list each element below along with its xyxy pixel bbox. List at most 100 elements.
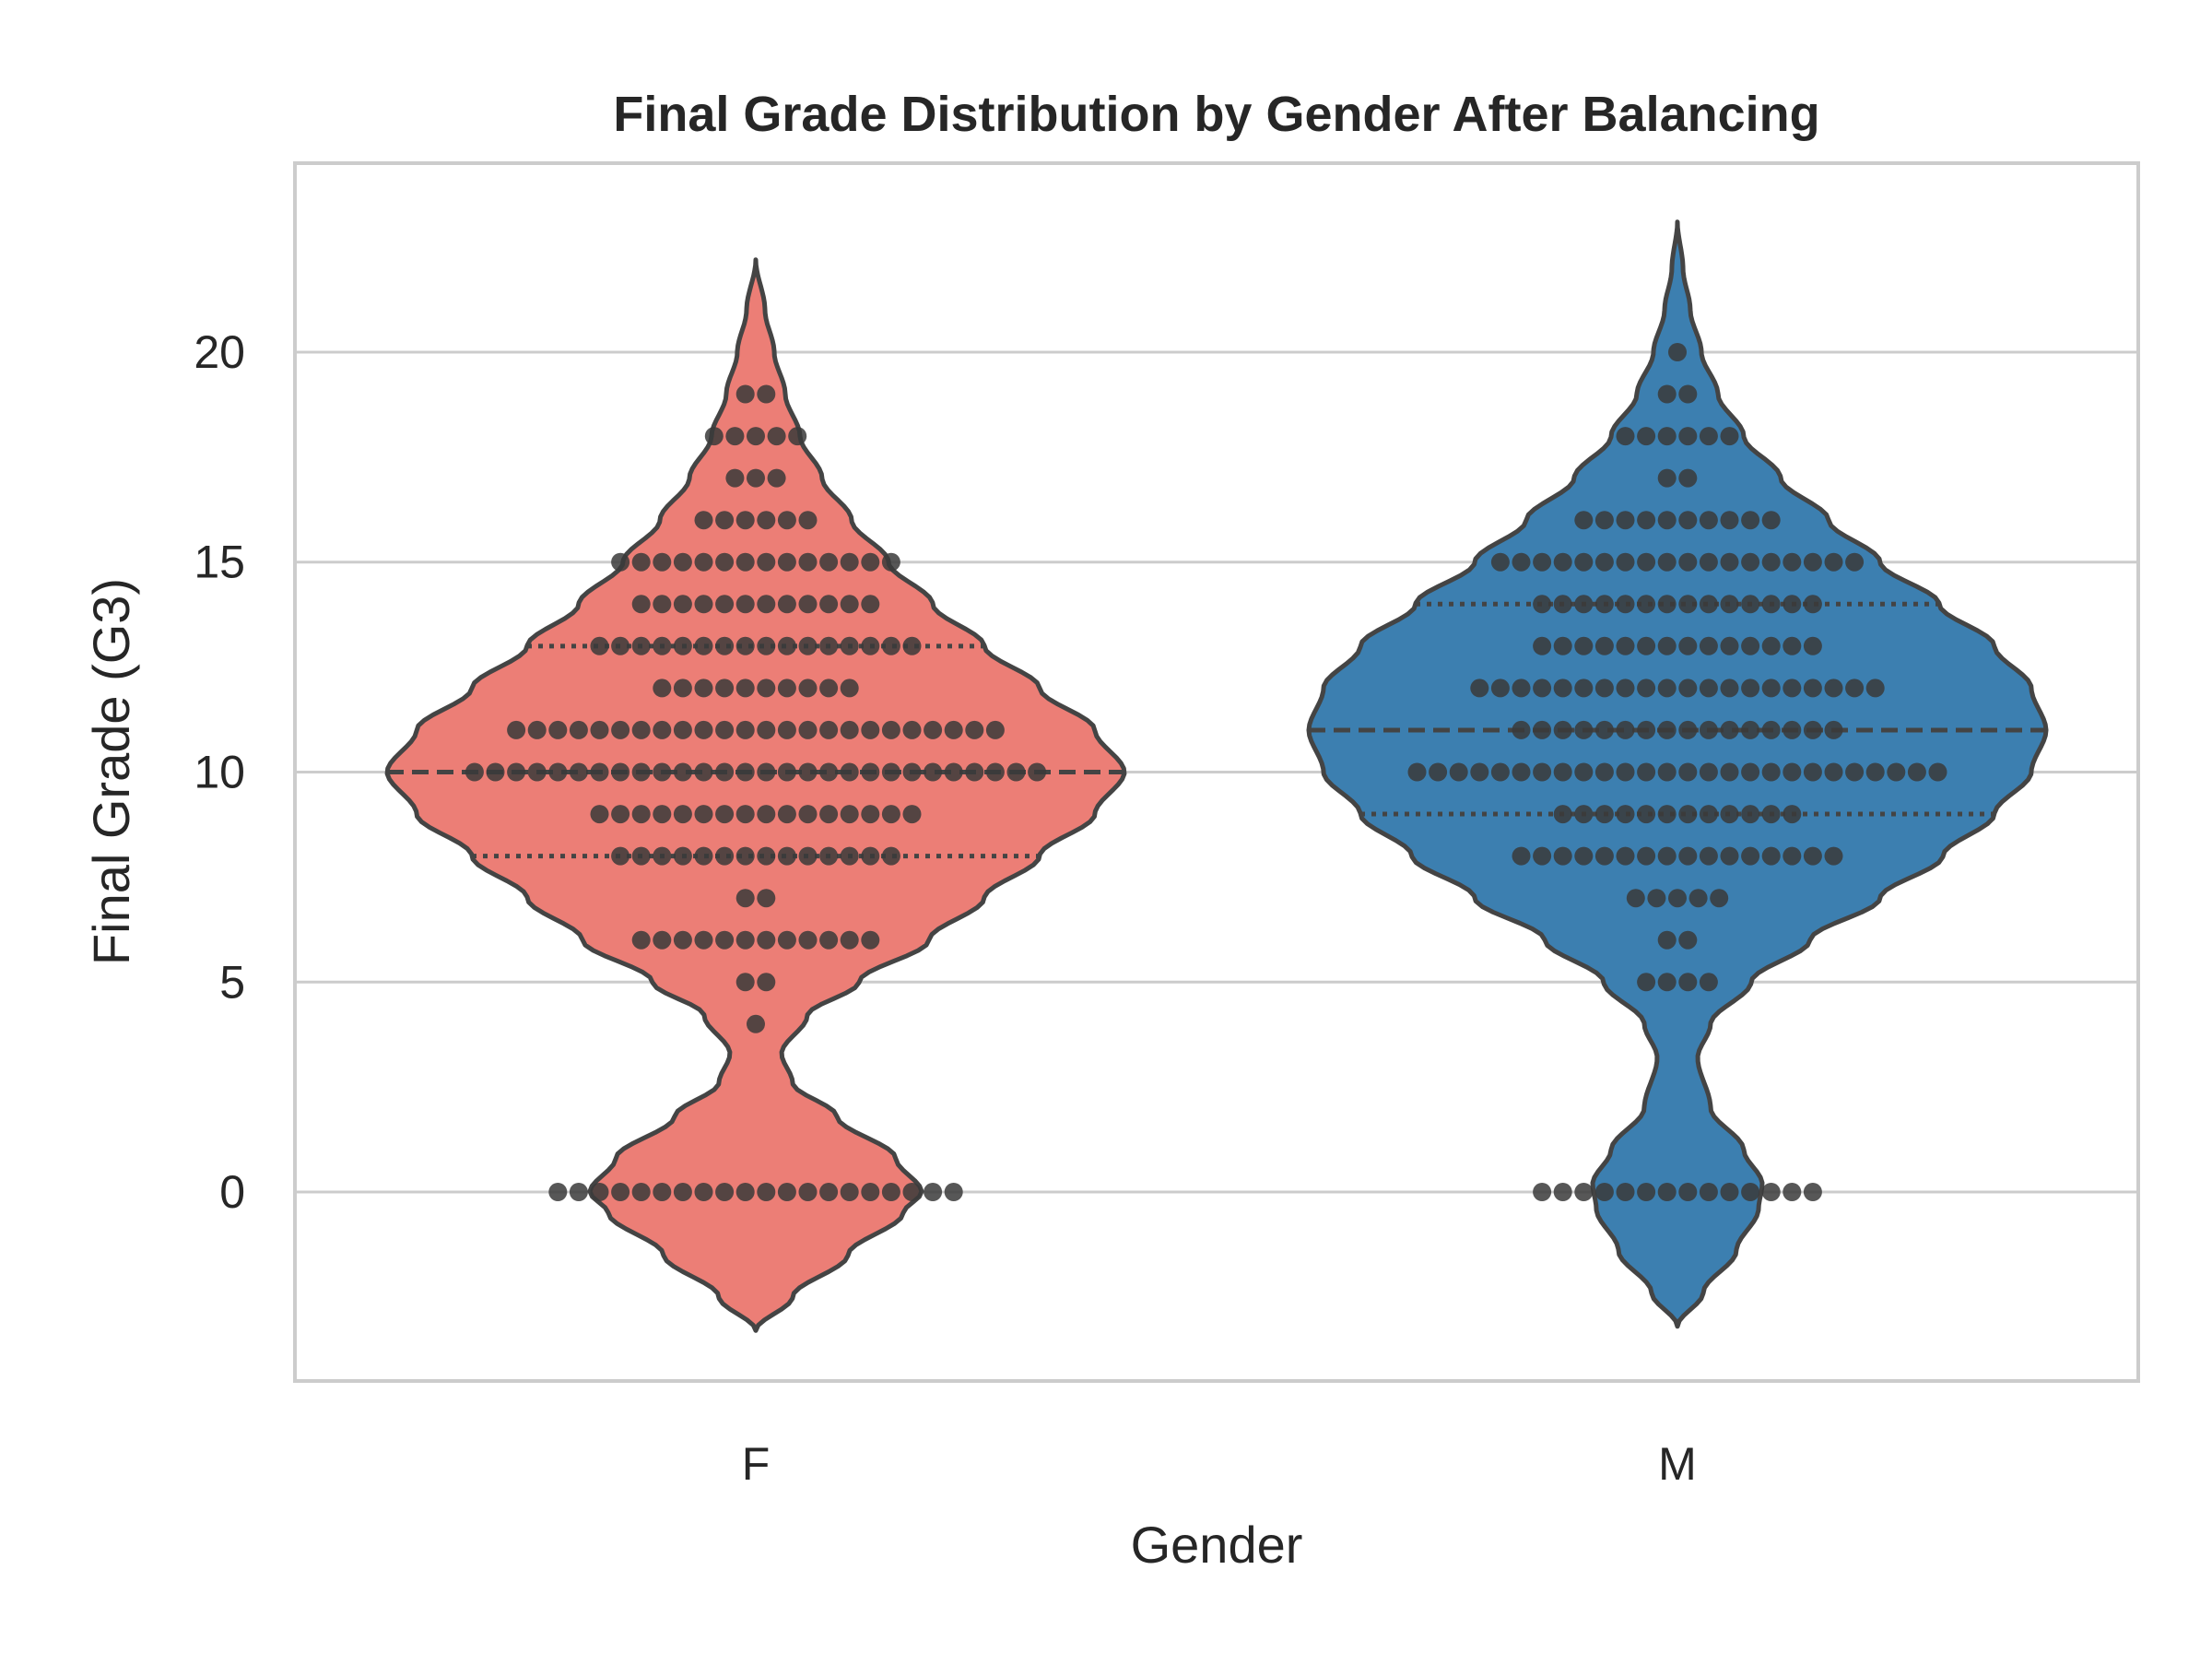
data-point-M xyxy=(1678,973,1698,992)
y-tick-label-15: 15 xyxy=(194,537,245,588)
data-point-M xyxy=(1668,343,1687,361)
data-point-F xyxy=(673,720,692,739)
data-point-F xyxy=(631,805,651,824)
data-point-M xyxy=(1637,973,1656,992)
data-point-M xyxy=(1574,552,1594,572)
data-point-F xyxy=(881,846,900,866)
data-point-M xyxy=(1783,636,1802,655)
data-point-F xyxy=(777,762,796,782)
data-point-F xyxy=(715,930,735,950)
data-point-F xyxy=(715,1183,735,1201)
data-point-M xyxy=(1720,511,1739,530)
data-point-F xyxy=(1006,762,1026,782)
data-point-F xyxy=(735,511,755,530)
data-point-M xyxy=(1616,427,1635,446)
data-point-M xyxy=(1574,636,1594,655)
data-point-M xyxy=(1616,1183,1635,1201)
data-point-F xyxy=(631,636,651,655)
data-point-F xyxy=(631,762,651,782)
data-point-M xyxy=(1741,1183,1760,1201)
data-point-M xyxy=(1637,1183,1656,1201)
data-point-F xyxy=(777,846,796,866)
data-point-M xyxy=(1637,846,1656,866)
data-point-M xyxy=(1616,805,1635,824)
data-point-F xyxy=(694,679,713,698)
data-point-F xyxy=(757,805,776,824)
data-point-M xyxy=(1720,552,1739,572)
data-point-F xyxy=(788,427,807,446)
data-point-M xyxy=(1553,846,1572,866)
data-point-F xyxy=(840,1183,859,1201)
data-point-F xyxy=(819,805,839,824)
data-point-F xyxy=(747,427,765,446)
data-point-F xyxy=(777,552,796,572)
data-point-F xyxy=(798,1183,818,1201)
data-point-F xyxy=(757,720,776,739)
data-point-F xyxy=(757,973,776,992)
data-point-F xyxy=(840,930,859,950)
data-point-F xyxy=(861,762,880,782)
data-point-F xyxy=(819,552,839,572)
data-point-F xyxy=(861,805,880,824)
data-point-F xyxy=(881,636,900,655)
data-point-F xyxy=(881,805,900,824)
y-tick-label-5: 5 xyxy=(219,956,245,1008)
data-point-F xyxy=(757,930,776,950)
data-point-F xyxy=(611,636,630,655)
data-point-M xyxy=(1761,720,1781,739)
data-point-F xyxy=(777,511,796,530)
data-point-M xyxy=(1553,679,1572,698)
data-point-M xyxy=(1512,762,1531,782)
data-point-F xyxy=(757,511,776,530)
data-point-F xyxy=(725,427,745,446)
data-point-M xyxy=(1594,805,1614,824)
data-point-M xyxy=(1678,679,1698,698)
data-point-M xyxy=(1490,679,1510,698)
data-point-F xyxy=(798,552,818,572)
data-point-F xyxy=(757,846,776,866)
data-point-M xyxy=(1783,1183,1802,1201)
data-point-F xyxy=(1028,762,1047,782)
data-point-M xyxy=(1533,552,1552,572)
data-point-F xyxy=(767,427,786,446)
data-point-F xyxy=(590,720,609,739)
data-point-M xyxy=(1699,552,1718,572)
data-point-F xyxy=(840,552,859,572)
data-point-M xyxy=(1470,679,1489,698)
data-point-F xyxy=(819,720,839,739)
data-point-F xyxy=(798,846,818,866)
data-point-M xyxy=(1699,511,1718,530)
data-point-M xyxy=(1678,1183,1698,1201)
data-point-F xyxy=(840,679,859,698)
data-point-M xyxy=(1678,384,1698,404)
data-point-F xyxy=(704,427,724,446)
data-point-F xyxy=(673,846,692,866)
data-point-F xyxy=(653,679,672,698)
data-point-F xyxy=(757,636,776,655)
data-point-F xyxy=(653,552,672,572)
data-point-M xyxy=(1741,846,1760,866)
data-point-M xyxy=(1553,595,1572,614)
data-point-M xyxy=(1678,930,1698,950)
data-point-F xyxy=(777,1183,796,1201)
chart-title: Final Grade Distribution by Gender After… xyxy=(613,87,1819,142)
data-point-F xyxy=(902,1183,922,1201)
data-point-F xyxy=(965,762,984,782)
data-point-M xyxy=(1720,846,1739,866)
data-point-M xyxy=(1657,384,1677,404)
data-point-F xyxy=(819,636,839,655)
data-point-M xyxy=(1574,679,1594,698)
data-point-M xyxy=(1907,762,1926,782)
data-point-F xyxy=(840,762,859,782)
x-axis-label: Gender xyxy=(1131,1516,1303,1574)
data-point-M xyxy=(1803,846,1822,866)
data-point-M xyxy=(1699,1183,1718,1201)
data-point-M xyxy=(1533,720,1552,739)
data-point-M xyxy=(1574,762,1594,782)
data-point-F xyxy=(767,468,786,488)
violin-body-M xyxy=(1306,219,2049,1329)
data-point-M xyxy=(1845,552,1865,572)
swarm-points xyxy=(465,343,1947,1201)
data-point-F xyxy=(902,762,922,782)
data-point-M xyxy=(1657,805,1677,824)
